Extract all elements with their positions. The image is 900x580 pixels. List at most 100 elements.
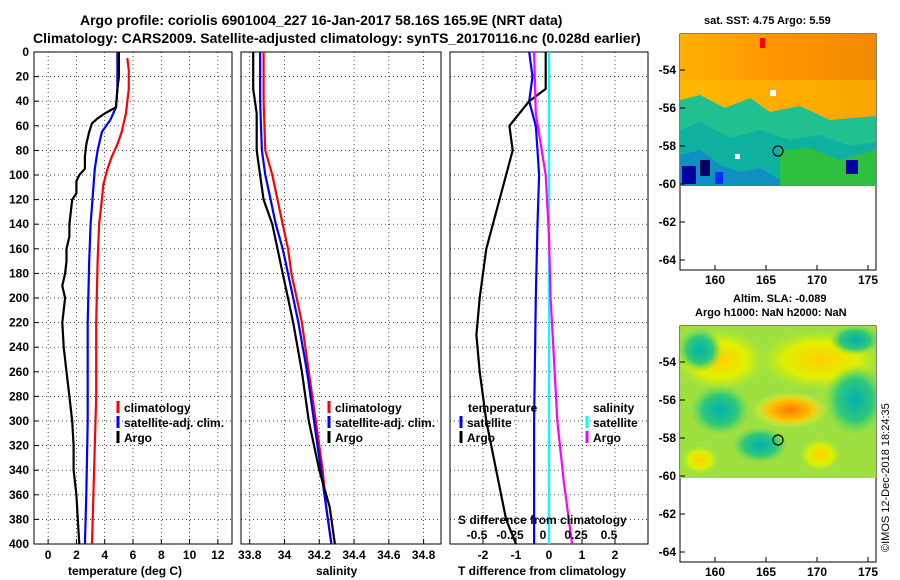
difference-top-tick-label: -0.25 xyxy=(496,528,524,542)
sst-lon-tick-label: 175 xyxy=(858,273,878,287)
difference-legend-s-title: salinity xyxy=(593,401,635,415)
sst-lon-tick-label: 160 xyxy=(705,273,725,287)
sst-lat-tick-label: -64 xyxy=(659,253,677,267)
temperature-x-tick-label: 10 xyxy=(183,548,197,562)
salinity-legend-satellite: satellite-adj. clim. xyxy=(335,416,435,430)
depth-y-tick-label: 100 xyxy=(9,168,29,182)
sst-map-image xyxy=(680,34,876,186)
depth-y-tick-label: 20 xyxy=(16,70,30,84)
figure-title-line2: Climatology: CARS2009. Satellite-adjuste… xyxy=(33,30,641,46)
depth-y-tick-label: 0 xyxy=(22,45,29,59)
sla-lat-tick-label: -56 xyxy=(659,393,677,407)
difference-series-t-satellite xyxy=(528,51,541,544)
depth-y-tick-label: 140 xyxy=(9,217,29,231)
salinity-legend-argo: Argo xyxy=(335,431,363,445)
imos-credit: ©IMOS 12-Dec-2018 18:24:35 xyxy=(880,403,892,552)
sst-lon-tick-label: 170 xyxy=(807,273,827,287)
difference-legend-t-satellite: satellite xyxy=(467,416,512,430)
sla-lat-tick-label: -62 xyxy=(659,507,677,521)
difference-series-t-argo xyxy=(475,52,547,545)
difference-legend: temperature satellite Argo salinity sate… xyxy=(459,401,638,445)
difference-x-tick-label: 1 xyxy=(579,548,586,562)
difference-x-tick-label: 0 xyxy=(546,548,553,562)
temperature-legend: climatology satellite-adj. clim. Argo xyxy=(116,401,224,445)
difference-top-tick-label: 0.25 xyxy=(564,528,588,542)
depth-y-tick-label: 320 xyxy=(9,439,29,453)
sla-map-panel: Altim. SLA: -0.089 Argo h1000: NaN h2000… xyxy=(659,293,879,579)
sst-lat-tick-label: -54 xyxy=(659,63,677,77)
temperature-x-tick-label: 12 xyxy=(211,548,225,562)
depth-y-tick-label: 400 xyxy=(9,537,29,551)
salinity-legend: climatology satellite-adj. clim. Argo xyxy=(327,401,435,445)
difference-x-label: T difference from climatology xyxy=(458,564,626,578)
temperature-x-tick-label: 8 xyxy=(158,548,165,562)
temperature-panel: 0204060801001201401601802002202402602803… xyxy=(9,45,233,578)
sst-lon-tick-label: 165 xyxy=(756,273,776,287)
temperature-legend-satellite: satellite-adj. clim. xyxy=(124,416,224,430)
sla-map-image xyxy=(680,326,876,478)
sst-map-panel: sat. SST: 4.75 Argo: 5.59 -54 -56 -58 -60 -6… xyxy=(659,15,879,287)
salinity-x-tick-label: 34 xyxy=(278,548,292,562)
depth-y-tick-label: 260 xyxy=(9,365,29,379)
salinity-x-tick-label: 34.6 xyxy=(377,548,401,562)
sla-lon-tick-label: 165 xyxy=(756,565,776,579)
temperature-x-tick-label: 4 xyxy=(101,548,108,562)
sst-map-title: sat. SST: 4.75 Argo: 5.59 xyxy=(704,15,831,27)
salinity-series-climatology xyxy=(262,52,333,545)
difference-top-axis-label: S difference from climatology xyxy=(458,513,627,527)
difference-legend-t-title: temperature xyxy=(468,401,538,415)
depth-y-tick-label: 120 xyxy=(9,193,29,207)
difference-x-tick-label: -1 xyxy=(511,548,522,562)
difference-legend-s-argo: Argo xyxy=(593,431,621,445)
depth-y-tick-label: 280 xyxy=(9,389,29,403)
sla-lat-tick-label: -54 xyxy=(659,355,677,369)
difference-legend-t-argo: Argo xyxy=(467,431,495,445)
temperature-series-climatology xyxy=(90,57,130,545)
depth-y-tick-label: 60 xyxy=(16,119,30,133)
difference-x-tick-label: 2 xyxy=(612,548,619,562)
difference-top-tick-label: -0.5 xyxy=(467,528,488,542)
sst-lat-tick-label: -62 xyxy=(659,215,677,229)
sla-argo-location-marker xyxy=(772,434,784,446)
sst-lat-tick-label: -60 xyxy=(659,177,677,191)
sla-lat-tick-label: -60 xyxy=(659,469,677,483)
depth-y-tick-label: 240 xyxy=(9,340,29,354)
depth-y-tick-label: 40 xyxy=(16,94,30,108)
difference-top-tick-label: 0.5 xyxy=(601,528,618,542)
difference-series-s-argo xyxy=(533,51,574,545)
sst-argo-location-marker xyxy=(772,145,784,157)
difference-legend-s-satellite: satellite xyxy=(593,416,638,430)
depth-y-tick-label: 180 xyxy=(9,266,29,280)
salinity-x-tick-label: 34.8 xyxy=(412,548,436,562)
depth-y-tick-label: 160 xyxy=(9,242,29,256)
temperature-legend-climatology: climatology xyxy=(124,401,191,415)
salinity-series-satellite-adj-clim- xyxy=(259,52,333,545)
salinity-series-argo xyxy=(252,52,336,545)
salinity-legend-climatology: climatology xyxy=(335,401,402,415)
depth-y-tick-label: 340 xyxy=(9,463,29,477)
salinity-x-tick-label: 34.2 xyxy=(308,548,332,562)
figure-title-line1: Argo profile: coriolis 6901004_227 16-Ja… xyxy=(80,12,562,28)
sst-lat-tick-label: -56 xyxy=(659,101,677,115)
temperature-legend-argo: Argo xyxy=(124,431,152,445)
temperature-x-tick-label: 2 xyxy=(73,548,80,562)
difference-panel: -2 -1 0 1 2 temperature satellite Argo salin… xyxy=(449,51,649,578)
salinity-x-tick-label: 34.4 xyxy=(342,548,366,562)
depth-y-tick-label: 220 xyxy=(9,316,29,330)
sla-lon-tick-label: 170 xyxy=(807,565,827,579)
salinity-x-label: salinity xyxy=(316,564,358,578)
depth-y-tick-label: 360 xyxy=(9,488,29,502)
depth-y-tick-label: 300 xyxy=(9,414,29,428)
temperature-x-tick-label: 0 xyxy=(45,548,52,562)
depth-y-tick-label: 80 xyxy=(16,143,30,157)
sla-lat-tick-label: -58 xyxy=(659,431,677,445)
difference-top-tick-label: 0 xyxy=(540,528,547,542)
temperature-series-argo xyxy=(61,52,121,545)
temperature-x-label: temperature (deg C) xyxy=(68,564,182,578)
sla-lon-tick-label: 175 xyxy=(858,565,878,579)
depth-y-tick-label: 380 xyxy=(9,512,29,526)
temperature-x-tick-label: 6 xyxy=(130,548,137,562)
depth-y-tick-label: 200 xyxy=(9,291,29,305)
sla-map-title-line2: Argo h1000: NaN h2000: NaN xyxy=(695,307,847,319)
